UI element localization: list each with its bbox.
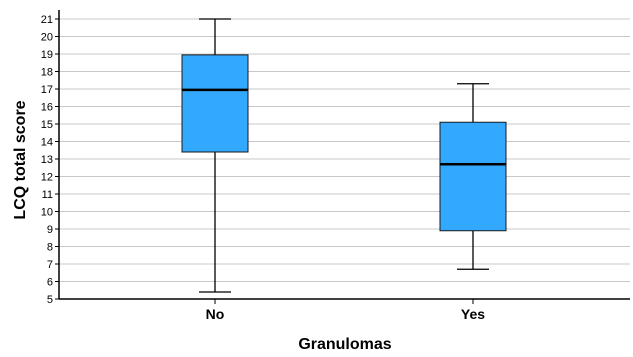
axes <box>58 10 630 300</box>
y-tick-label-19: 19 <box>41 49 53 61</box>
y-tick-label-7: 7 <box>47 259 53 271</box>
y-tick-label-11: 11 <box>42 189 53 201</box>
y-tick-label-16: 16 <box>41 102 53 114</box>
iqr-box-no <box>181 54 249 153</box>
y-tick-label-18: 18 <box>41 67 53 79</box>
x-axis-title: Granulomas <box>298 336 391 352</box>
y-tick-label-14: 14 <box>41 137 53 149</box>
y-tick-labels: 5 6 7 8 9 10 11 12 13 14 15 16 17 18 19 20 21 <box>41 14 59 306</box>
box-no <box>181 18 249 293</box>
iqr-box-yes <box>439 121 507 232</box>
y-tick-label-17: 17 <box>41 84 53 96</box>
y-tick-label-6: 6 <box>47 277 53 289</box>
y-tick-label-13: 13 <box>41 154 53 166</box>
x-tick-label-yes: Yes <box>461 306 485 322</box>
y-tick-label-8: 8 <box>47 242 53 254</box>
y-tick-label-9: 9 <box>47 224 53 236</box>
boxes <box>181 18 507 293</box>
y-tick-label-20: 20 <box>41 32 53 44</box>
x-tick-labels: No Yes <box>206 299 485 322</box>
y-tick-label-15: 15 <box>41 119 53 131</box>
y-axis-title: LCQ total score <box>12 100 29 219</box>
gridlines <box>59 18 630 282</box>
box-yes <box>439 83 507 270</box>
y-tick-label-10: 10 <box>41 207 53 219</box>
x-tick-label-no: No <box>206 306 225 322</box>
y-tick-label-21: 21 <box>41 14 53 26</box>
y-tick-label-5: 5 <box>47 294 53 306</box>
y-tick-label-12: 12 <box>41 172 53 184</box>
